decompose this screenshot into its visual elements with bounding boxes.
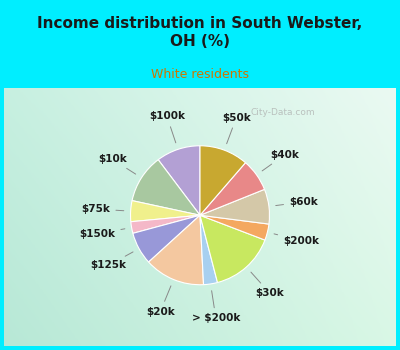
- Text: Income distribution in South Webster,
OH (%): Income distribution in South Webster, OH…: [37, 16, 363, 49]
- Text: $10k: $10k: [98, 154, 136, 174]
- Text: $40k: $40k: [262, 150, 299, 171]
- Wedge shape: [200, 215, 218, 285]
- Wedge shape: [200, 189, 270, 224]
- Text: $20k: $20k: [146, 286, 175, 317]
- Wedge shape: [200, 146, 246, 215]
- Wedge shape: [200, 215, 265, 282]
- Text: > $200k: > $200k: [192, 291, 240, 323]
- Text: $75k: $75k: [82, 204, 124, 214]
- Text: $100k: $100k: [149, 111, 185, 143]
- Text: City-Data.com: City-Data.com: [250, 108, 315, 117]
- Wedge shape: [131, 215, 200, 233]
- Wedge shape: [133, 215, 200, 262]
- Text: $150k: $150k: [80, 229, 125, 239]
- Wedge shape: [158, 146, 200, 215]
- Text: $60k: $60k: [276, 197, 318, 207]
- Text: White residents: White residents: [151, 68, 249, 80]
- Wedge shape: [200, 215, 269, 240]
- Text: $125k: $125k: [90, 252, 133, 270]
- Text: $30k: $30k: [251, 272, 284, 298]
- Text: $50k: $50k: [222, 113, 251, 144]
- Wedge shape: [149, 215, 204, 285]
- Wedge shape: [200, 163, 264, 215]
- Text: $200k: $200k: [274, 234, 319, 246]
- Wedge shape: [130, 201, 200, 222]
- Wedge shape: [132, 160, 200, 215]
